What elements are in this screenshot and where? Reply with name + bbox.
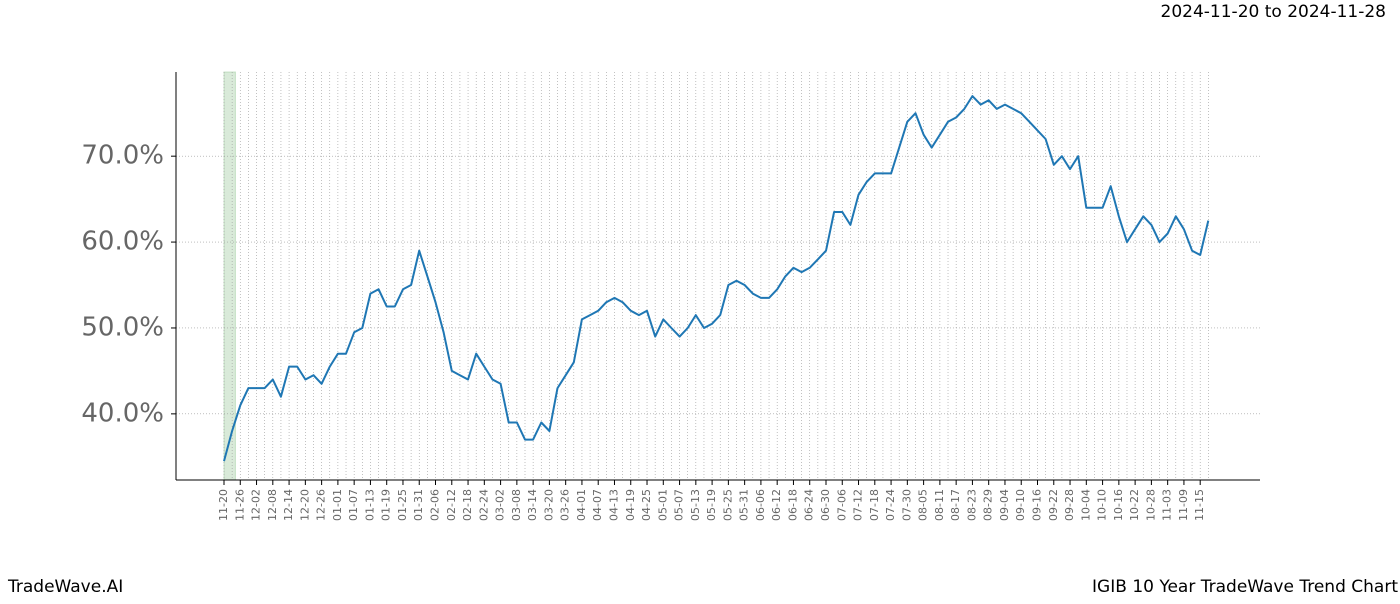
x-tick-label: 10-04: [1079, 489, 1092, 521]
x-tick-label: 11-09: [1177, 489, 1190, 521]
x-tick-label: 09-10: [1014, 489, 1027, 521]
x-tick-label: 05-25: [721, 489, 734, 521]
x-tick-label: 07-18: [868, 489, 881, 521]
x-tick-label: 09-04: [998, 489, 1011, 521]
x-tick-label: 02-06: [429, 489, 442, 521]
x-tick-label: 01-13: [363, 489, 376, 521]
x-tick-label: 08-23: [965, 489, 978, 521]
x-tick-label: 04-19: [624, 489, 637, 521]
chart-title: IGIB 10 Year TradeWave Trend Chart: [1092, 577, 1398, 597]
x-tick-label: 02-18: [461, 489, 474, 521]
x-tick-label: 07-06: [835, 489, 848, 521]
date-range: 2024-11-20 to 2024-11-28: [1161, 2, 1386, 22]
brand: TradeWave.AI: [7, 577, 123, 597]
x-tick-label: 03-08: [510, 489, 523, 521]
x-tick-label: 04-01: [575, 489, 588, 521]
x-tick-label: 11-20: [217, 489, 230, 521]
x-tick-label: 01-19: [380, 489, 393, 521]
x-tick-label: 01-07: [347, 489, 360, 521]
x-tick-label: 06-18: [786, 489, 799, 521]
x-tick-label: 12-08: [266, 489, 279, 521]
x-tick-label: 03-14: [526, 489, 539, 521]
x-tick-label: 06-30: [819, 489, 832, 521]
x-tick-label: 10-10: [1096, 489, 1109, 521]
x-tick-label: 03-26: [559, 489, 572, 521]
x-tick-label: 12-02: [250, 489, 263, 521]
x-tick-label: 10-28: [1144, 489, 1157, 521]
x-tick-label: 08-11: [933, 489, 946, 521]
x-tick-label: 08-29: [982, 489, 995, 521]
x-tick-label: 07-30: [900, 489, 913, 521]
x-tick-label: 01-31: [412, 489, 425, 521]
x-tick-label: 09-22: [1047, 489, 1060, 521]
x-tick-label: 03-02: [494, 489, 507, 521]
x-tick-label: 11-26: [233, 489, 246, 521]
y-tick-label: 50.0%: [81, 312, 164, 342]
x-tick-label: 01-01: [331, 489, 344, 521]
x-tick-label: 01-25: [396, 489, 409, 521]
x-tick-label: 05-01: [656, 489, 669, 521]
x-tick-label: 10-22: [1128, 489, 1141, 521]
x-tick-label: 06-06: [754, 489, 767, 521]
highlight-band: [223, 71, 236, 481]
y-tick-label: 40.0%: [81, 398, 164, 428]
x-tick-label: 03-20: [542, 489, 555, 521]
x-tick-label: 12-20: [298, 489, 311, 521]
x-tick-label: 06-12: [770, 489, 783, 521]
x-tick-label: 08-05: [917, 489, 930, 521]
x-tick-label: 09-28: [1063, 489, 1076, 521]
x-tick-label: 08-17: [949, 489, 962, 521]
x-tick-label: 10-16: [1112, 489, 1125, 521]
x-tick-label: 07-12: [852, 489, 865, 521]
y-tick-label: 60.0%: [81, 227, 164, 257]
x-tick-label: 06-24: [803, 489, 816, 521]
x-tick-label: 04-13: [607, 489, 620, 521]
y-tick-label: 70.0%: [81, 141, 164, 171]
trend-line: [223, 95, 1210, 462]
x-tick-label: 04-07: [591, 489, 604, 521]
x-tick-label: 05-07: [673, 489, 686, 521]
x-tick-label: 11-03: [1161, 489, 1174, 521]
x-tick-label: 02-12: [445, 489, 458, 521]
x-tick-label: 07-24: [884, 489, 897, 521]
x-tick-label: 05-13: [689, 489, 702, 521]
x-tick-label: 09-16: [1031, 489, 1044, 521]
x-tick-label: 11-15: [1193, 489, 1206, 521]
x-tick-label: 12-14: [282, 489, 295, 521]
x-tick-label: 05-19: [705, 489, 718, 521]
x-tick-label: 04-25: [640, 489, 653, 521]
x-tick-label: 02-24: [477, 489, 490, 521]
x-tick-label: 05-31: [738, 489, 751, 521]
x-tick-label: 12-26: [315, 489, 328, 521]
